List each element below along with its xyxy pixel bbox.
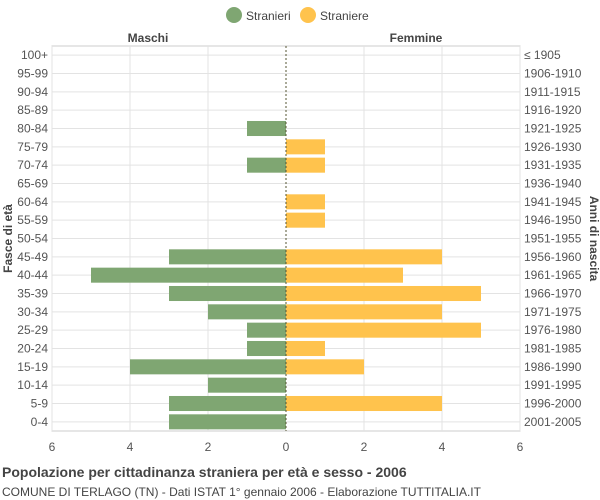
birth-year-label: 1956-1960 [524,250,582,264]
birth-year-label: 1991-1995 [524,378,582,392]
chart-title: Popolazione per cittadinanza straniera p… [2,464,407,480]
birth-year-label: ≤ 1905 [524,48,561,62]
age-label: 95-99 [17,67,48,81]
legend-stranieri-label: Stranieri [246,9,291,23]
age-label: 40-44 [17,268,48,282]
legend-straniere-label: Straniere [320,9,369,23]
age-label: 20-24 [17,342,48,356]
legend-stranieri-swatch [226,7,242,23]
bar-stranieri-70-74 [247,157,286,173]
birth-year-label: 1926-1930 [524,140,582,154]
birth-year-label: 1931-1935 [524,158,582,172]
bar-straniere-55-59 [286,212,325,228]
age-label: 65-69 [17,177,48,191]
birth-year-label: 1961-1965 [524,268,582,282]
bar-stranieri-30-34 [208,304,286,320]
birth-year-label: 2001-2005 [524,415,582,429]
age-label: 15-19 [17,360,48,374]
legend-straniere-swatch [300,7,316,23]
age-label: 80-84 [17,122,48,136]
birth-year-label: 1981-1985 [524,342,582,356]
bar-straniere-75-79 [286,139,325,155]
y-axis-title-right: Anni di nascita [587,196,600,282]
birth-year-label: 1966-1970 [524,287,582,301]
bar-straniere-70-74 [286,157,325,173]
bar-stranieri-80-84 [247,120,286,137]
x-tick-label: 4 [439,440,446,454]
y-axis-title-left: Fasce di età [1,204,15,273]
age-label: 30-34 [17,305,48,319]
bar-stranieri-20-24 [247,340,286,357]
birth-year-label: 1976-1980 [524,323,582,337]
age-label: 45-49 [17,250,48,264]
bar-straniere-35-39 [286,285,481,302]
bar-straniere-25-29 [286,322,481,338]
age-label: 5-9 [31,397,49,411]
x-tick-label: 4 [127,440,134,454]
age-label: 100+ [21,48,48,62]
age-label: 90-94 [17,85,48,99]
bar-straniere-60-64 [286,194,325,210]
bar-stranieri-40-44 [91,267,286,283]
x-tick-label: 6 [517,440,524,454]
x-tick-label: 0 [283,440,290,454]
bar-straniere-5-9 [286,395,442,412]
age-label: 85-89 [17,103,48,117]
bar-straniere-20-24 [286,340,325,357]
birth-year-label: 1916-1920 [524,103,582,117]
birth-year-label: 1951-1955 [524,232,582,246]
bar-straniere-30-34 [286,304,442,320]
age-label: 35-39 [17,287,48,301]
age-label: 60-64 [17,195,48,209]
birth-year-label: 1921-1925 [524,122,582,136]
birth-year-label: 1986-1990 [524,360,582,374]
birth-year-label: 1906-1910 [524,67,582,81]
birth-year-label: 1911-1915 [524,85,581,99]
bar-stranieri-0-4 [169,414,286,430]
bar-stranieri-10-14 [208,377,286,393]
birth-year-label: 1946-1950 [524,213,582,227]
birth-year-label: 1941-1945 [524,195,582,209]
bar-stranieri-25-29 [247,322,286,338]
bar-stranieri-45-49 [169,249,286,265]
age-label: 55-59 [17,213,48,227]
bar-straniere-15-19 [286,359,364,375]
chart-subtitle: COMUNE DI TERLAGO (TN) - Dati ISTAT 1° g… [2,485,481,499]
bar-straniere-40-44 [286,267,403,283]
bar-stranieri-35-39 [169,285,286,302]
bar-stranieri-15-19 [130,359,286,375]
bar-straniere-45-49 [286,249,442,265]
age-label: 0-4 [31,415,49,429]
bar-stranieri-5-9 [169,395,286,412]
age-label: 70-74 [17,158,48,172]
age-label: 50-54 [17,232,48,246]
birth-year-label: 1996-2000 [524,397,582,411]
x-tick-label: 2 [361,440,368,454]
age-label: 10-14 [17,378,48,392]
header-maschi: Maschi [128,31,169,45]
birth-year-label: 1936-1940 [524,177,582,191]
x-tick-label: 6 [49,440,56,454]
birth-year-label: 1971-1975 [524,305,582,319]
age-label: 25-29 [17,323,48,337]
x-tick-label: 2 [205,440,212,454]
header-femmine: Femmine [390,31,443,45]
age-label: 75-79 [17,140,48,154]
